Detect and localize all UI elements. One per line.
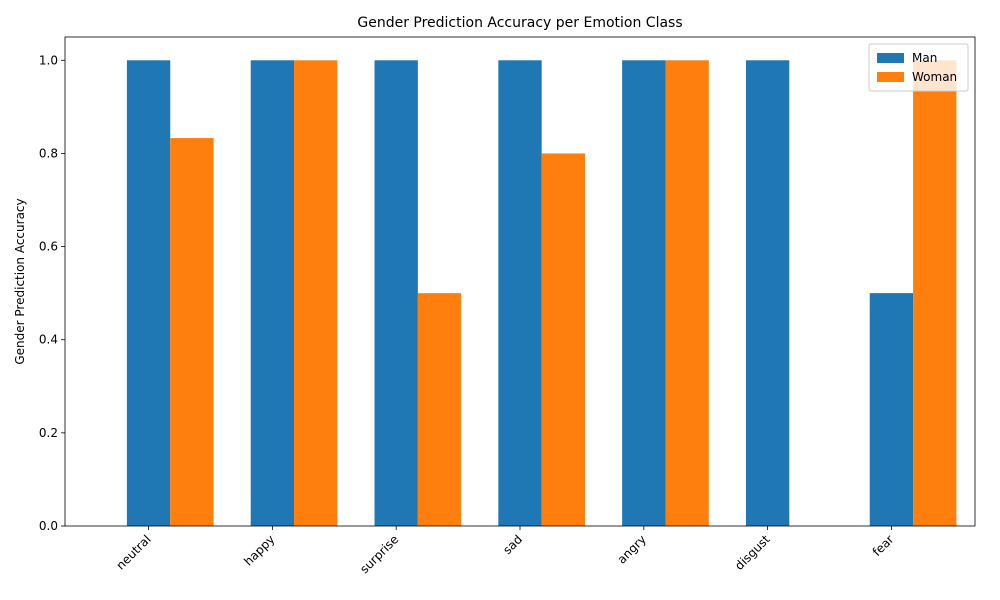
bar-woman-angry bbox=[665, 60, 709, 527]
bar-man-happy bbox=[250, 60, 295, 527]
bars bbox=[126, 60, 957, 527]
bar-woman-surprise bbox=[417, 293, 462, 526]
bar-woman-neutral bbox=[170, 138, 214, 526]
legend-swatch-man bbox=[877, 53, 904, 63]
y-axis-label: Gender Prediction Accuracy bbox=[13, 198, 27, 364]
bar-woman-fear bbox=[913, 60, 957, 527]
bar-man-surprise bbox=[374, 60, 418, 527]
y-tick-label: 0.2 bbox=[39, 426, 58, 440]
chart-title: Gender Prediction Accuracy per Emotion C… bbox=[357, 15, 682, 31]
bar-man-sad bbox=[498, 60, 542, 527]
y-tick-label: 0.8 bbox=[39, 146, 58, 160]
axes-frame bbox=[64, 36, 976, 527]
bar-man-fear bbox=[869, 293, 914, 526]
bar-woman-happy bbox=[294, 60, 338, 527]
bar-man-neutral bbox=[126, 60, 171, 527]
bar-man-disgust bbox=[745, 60, 790, 527]
legend-label-woman: Woman bbox=[912, 70, 957, 84]
legend-label-man: Man bbox=[912, 51, 937, 65]
bar-woman-sad bbox=[541, 153, 585, 526]
y-tick-label: 0.0 bbox=[39, 519, 58, 533]
y-tick-label: 0.6 bbox=[39, 240, 58, 254]
bar-man-angry bbox=[622, 60, 666, 527]
y-tick-label: 1.0 bbox=[39, 53, 58, 67]
legend: Man Woman bbox=[868, 43, 969, 92]
y-tick-label: 0.4 bbox=[39, 333, 58, 347]
legend-swatch-woman bbox=[877, 72, 904, 82]
